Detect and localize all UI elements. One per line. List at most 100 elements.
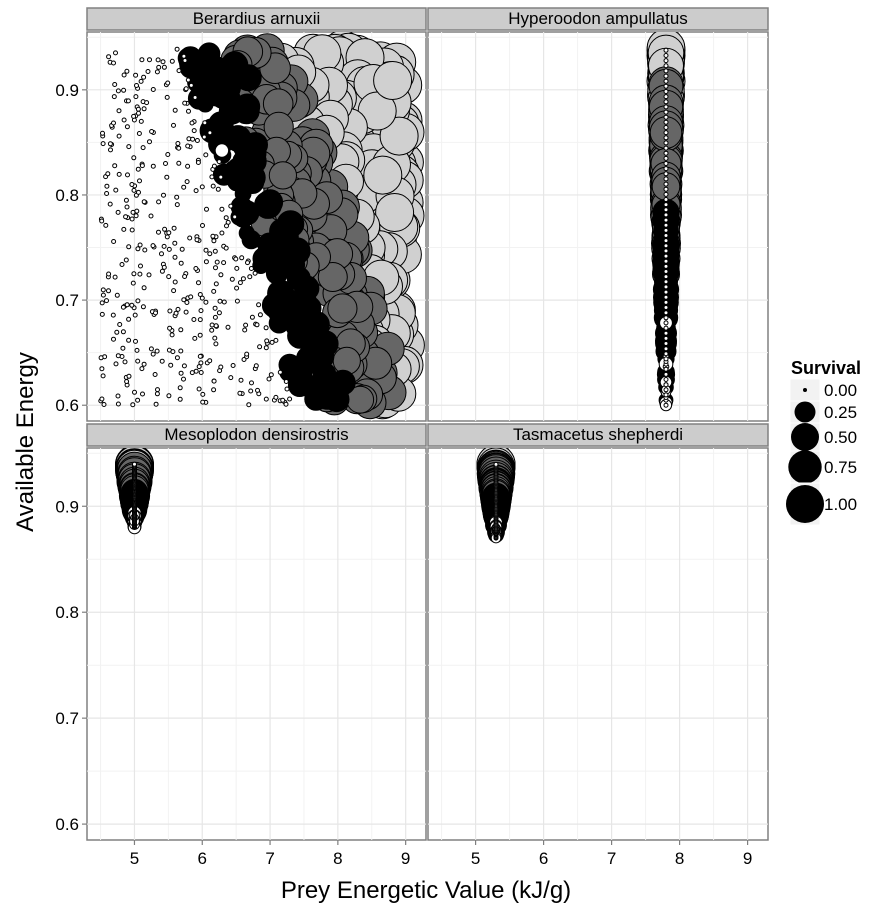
data-point (108, 147, 113, 153)
data-point (207, 130, 213, 136)
data-point (170, 349, 176, 355)
data-point (663, 315, 669, 321)
legend-label: 0.75 (824, 458, 857, 477)
data-point (98, 355, 104, 361)
data-point (227, 96, 252, 121)
data-point (204, 206, 209, 212)
data-point (126, 373, 132, 379)
data-point (194, 237, 200, 243)
data-point (115, 401, 121, 407)
data-point (178, 327, 184, 333)
data-point (663, 258, 669, 264)
data-point (160, 59, 166, 65)
data-point (193, 266, 199, 271)
data-point (165, 80, 171, 86)
facet-panel: Mesoplodon densirostris (86, 423, 427, 841)
data-point (663, 217, 669, 223)
data-point (663, 269, 669, 274)
data-point (154, 348, 160, 354)
data-point (663, 171, 669, 177)
data-point (207, 358, 213, 364)
data-point (203, 247, 209, 253)
data-point (252, 270, 258, 276)
data-point (254, 322, 260, 328)
data-point (124, 379, 130, 384)
data-point (181, 363, 187, 369)
data-point (140, 304, 146, 310)
data-point (663, 135, 669, 141)
data-point (169, 58, 175, 64)
legend-key-circle (794, 401, 816, 423)
data-point (284, 386, 290, 392)
data-point (179, 246, 185, 252)
data-point (138, 263, 143, 269)
x-axis-title: Prey Energetic Value (kJ/g) (281, 877, 571, 904)
data-point (111, 239, 117, 244)
data-point (213, 281, 219, 287)
data-point (147, 57, 152, 63)
data-point (159, 268, 165, 274)
data-point (181, 297, 187, 303)
data-point (248, 388, 254, 394)
data-point (249, 380, 254, 386)
data-point (164, 94, 170, 100)
data-point (224, 223, 229, 229)
data-point (663, 125, 669, 130)
data-point (663, 47, 669, 53)
data-point (232, 214, 238, 220)
data-point (174, 355, 180, 361)
data-point (144, 100, 150, 106)
data-point (138, 118, 144, 124)
data-point (153, 401, 159, 407)
data-point (663, 402, 669, 408)
data-point (171, 122, 176, 128)
data-point (154, 69, 160, 75)
data-point (184, 179, 190, 185)
data-point (111, 336, 116, 342)
data-point (214, 259, 220, 265)
data-point (196, 280, 201, 286)
data-point (663, 114, 669, 120)
data-point (131, 271, 137, 277)
data-point (292, 305, 316, 329)
y-axis-title: Available Energy (12, 352, 39, 532)
data-point (133, 213, 139, 219)
data-point (663, 73, 669, 79)
data-point (131, 155, 137, 161)
data-point (148, 346, 154, 352)
data-point (247, 274, 253, 280)
data-point (115, 353, 121, 359)
data-point (197, 353, 203, 359)
data-point (216, 310, 222, 316)
data-point (211, 378, 217, 384)
data-point (116, 133, 122, 139)
data-point (263, 345, 269, 351)
data-point (174, 194, 180, 200)
data-point (268, 161, 297, 190)
x-tick-label: 9 (743, 849, 752, 868)
data-point (99, 396, 105, 402)
data-point (237, 280, 243, 286)
data-point (256, 302, 262, 308)
data-point (663, 207, 669, 213)
data-point (148, 213, 154, 219)
data-point (202, 120, 208, 126)
data-point (131, 113, 137, 119)
data-point (188, 82, 194, 88)
data-point (257, 344, 263, 350)
data-point (110, 312, 116, 318)
data-point (176, 145, 182, 151)
data-point (201, 134, 207, 140)
data-point (183, 86, 189, 92)
data-point (136, 189, 141, 195)
data-point (191, 128, 197, 134)
data-point (155, 57, 161, 63)
data-point (195, 160, 201, 165)
data-point (161, 64, 167, 70)
data-point (104, 183, 110, 189)
data-point (663, 227, 669, 233)
data-point (132, 312, 138, 318)
data-point (268, 312, 290, 334)
data-point (269, 339, 275, 345)
data-point (100, 130, 105, 136)
